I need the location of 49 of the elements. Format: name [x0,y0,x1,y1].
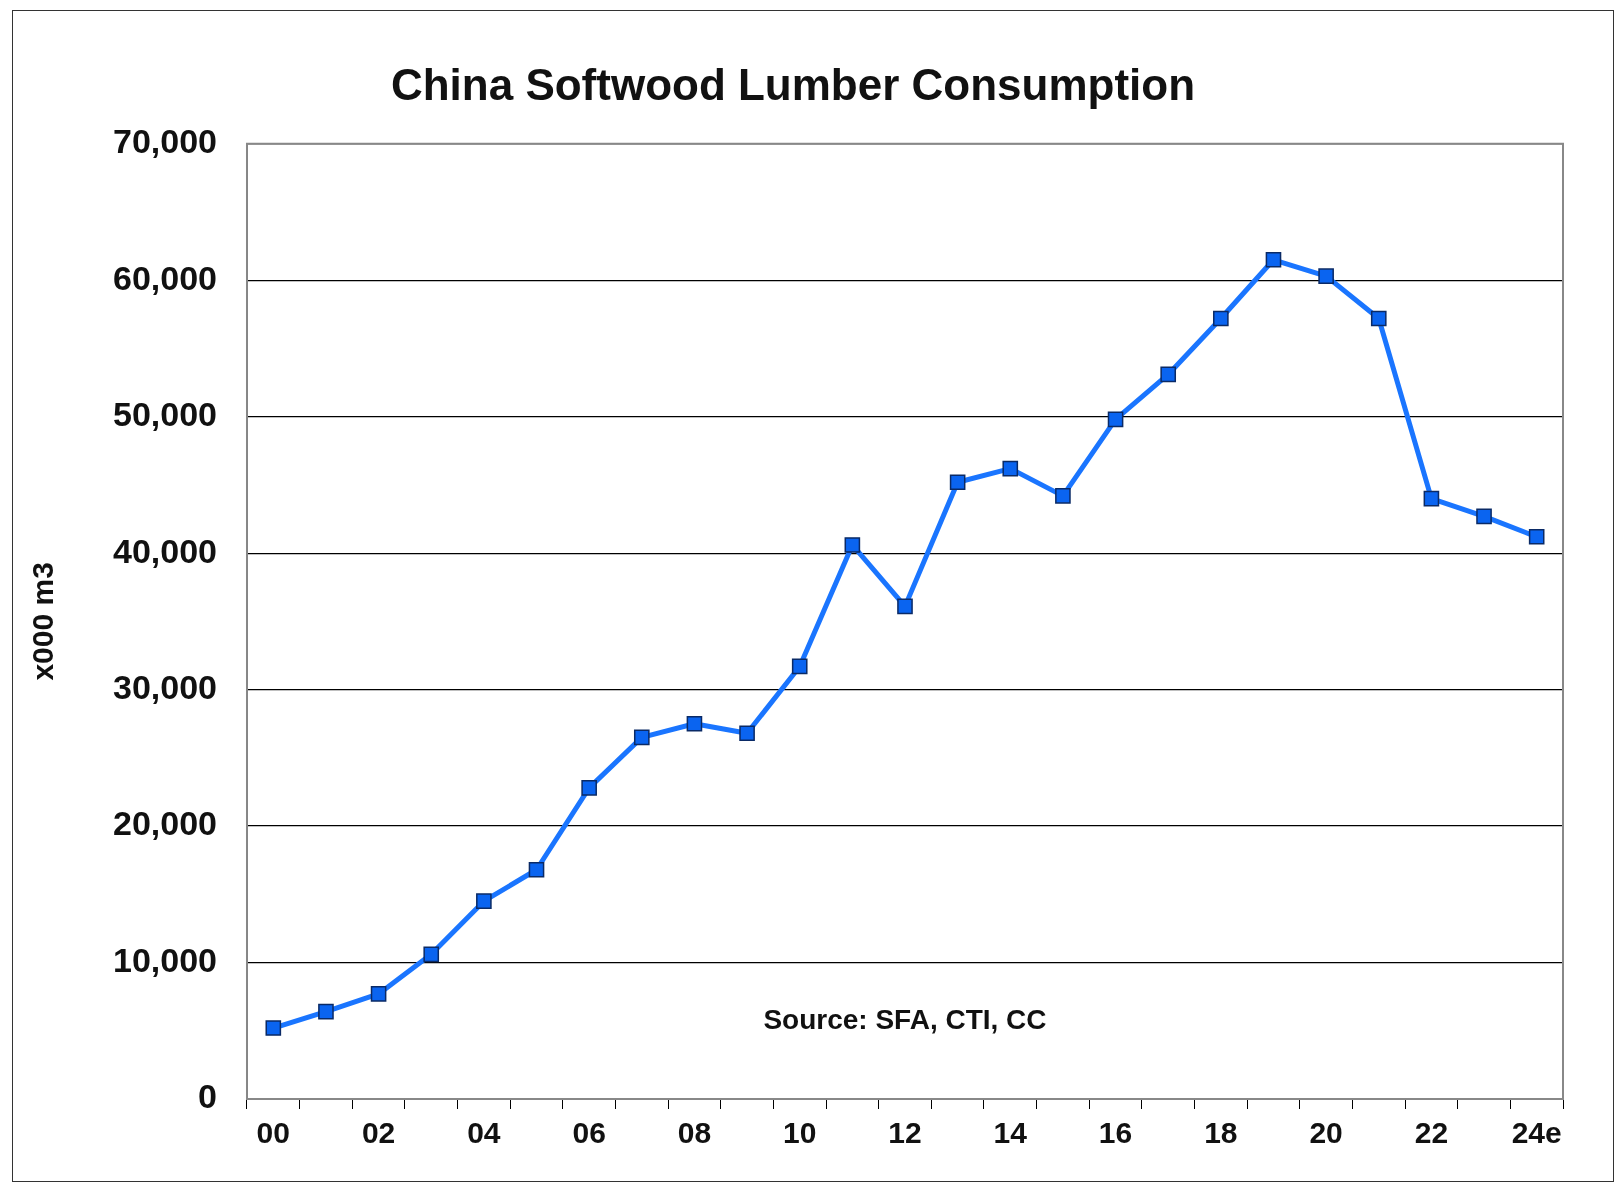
y-axis-title: x000 m3 [26,562,60,681]
chart-title: China Softwood Lumber Consumption [390,59,1196,109]
point [1318,268,1334,284]
point [1160,366,1177,383]
point [370,986,387,1002]
point [1423,490,1440,507]
y-tick-label: 20,000 [112,804,217,843]
x-tick-label: 06 [572,1116,606,1150]
x-tick-label: 18 [1204,1116,1238,1150]
point [791,658,808,675]
point [1002,460,1019,477]
x-tick-label: 04 [467,1116,501,1150]
point [1265,251,1282,268]
point [318,1003,334,1020]
point [581,780,597,796]
point [476,893,492,909]
x-tick-label: 22 [1414,1116,1449,1150]
x-tick-label: 12 [888,1116,922,1150]
x-tick-label: 10 [783,1116,817,1150]
point [1476,508,1492,525]
point [1370,310,1387,327]
point [897,598,913,615]
y-tick-label: 60,000 [112,258,217,297]
point [1213,310,1229,327]
annotation: Source: SFA, CTI, CC [763,1004,1047,1035]
point [949,474,966,491]
y-tick-label: 10,000 [112,940,217,979]
point [739,725,755,742]
point [423,946,440,963]
point [1107,411,1124,428]
point [633,729,650,746]
point [686,715,703,732]
y-tick-label: 0 [198,1077,217,1116]
point [528,861,545,878]
point [844,537,861,553]
y-tick-label: 30,000 [112,668,217,706]
y-tick-label: 50,000 [112,395,217,434]
x-tick-label: 24e [1511,1116,1562,1150]
point [1528,528,1545,545]
x-tick-label: 02 [361,1116,396,1150]
point [1055,488,1071,504]
x-tick-label: 20 [1309,1116,1343,1150]
point [265,1020,282,1036]
x-tick-label: 14 [993,1116,1028,1150]
x-tick-label: 08 [677,1116,712,1150]
x-tick-label: 00 [256,1116,290,1150]
y-tick-label: 40,000 [112,531,217,570]
y-tick-label: 70,000 [112,122,217,161]
x-tick-label: 16 [1098,1116,1133,1150]
